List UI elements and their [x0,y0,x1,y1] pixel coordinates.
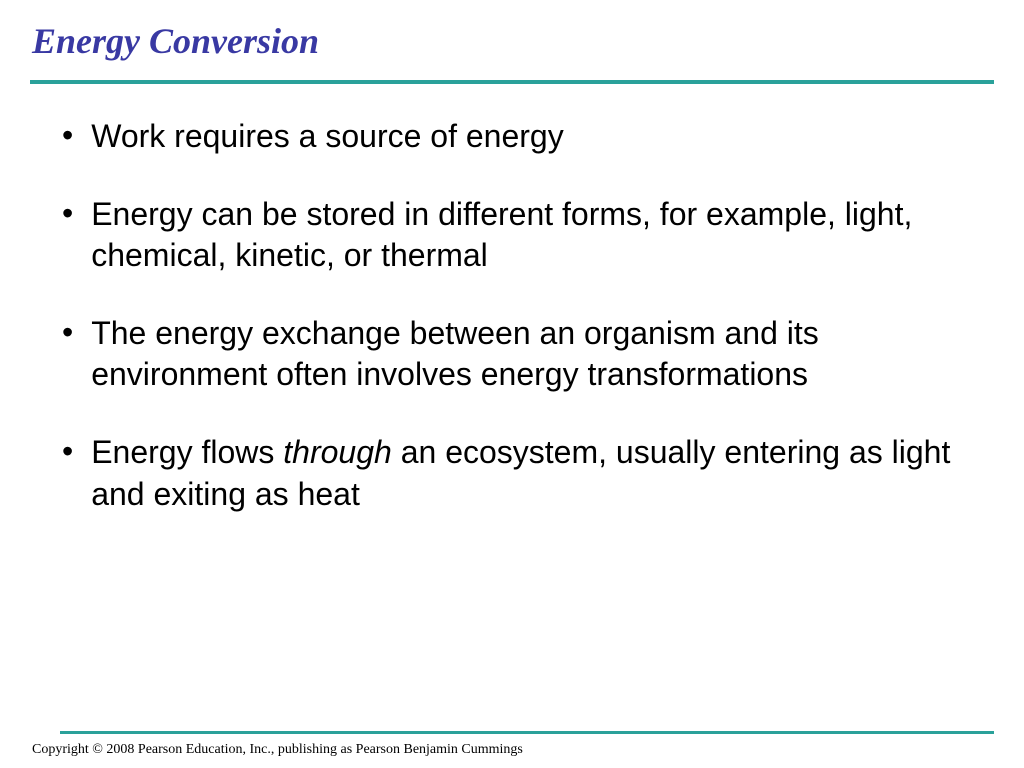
content-area: • Work requires a source of energy • Ene… [30,116,994,731]
footer-area: Copyright © 2008 Pearson Education, Inc.… [30,731,994,768]
bullet-item: • Energy flows through an ecosystem, usu… [62,432,954,515]
copyright-text: Copyright © 2008 Pearson Education, Inc.… [32,742,994,768]
bullet-text: Energy flows through an ecosystem, usual… [91,432,954,515]
bullet-text: Energy can be stored in different forms,… [91,194,954,277]
bullet-text: The energy exchange between an organism … [91,313,954,396]
divider-bottom [60,731,994,734]
slide-title: Energy Conversion [30,20,994,62]
bullet-marker: • [62,432,73,470]
slide-container: Energy Conversion • Work requires a sour… [0,0,1024,768]
bullet-marker: • [62,194,73,232]
bullet-marker: • [62,313,73,351]
bullet-text-italic: through [283,434,392,470]
bullet-text: Work requires a source of energy [91,116,564,158]
bullet-item: • Work requires a source of energy [62,116,954,158]
divider-top [30,80,994,84]
bullet-item: • The energy exchange between an organis… [62,313,954,396]
bullet-text-before: Energy flows [91,434,283,470]
bullet-item: • Energy can be stored in different form… [62,194,954,277]
bullet-marker: • [62,116,73,154]
